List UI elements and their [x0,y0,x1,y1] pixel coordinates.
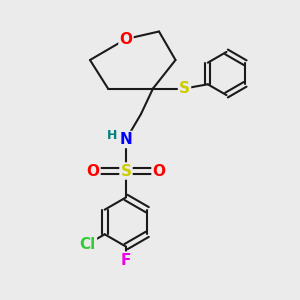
Text: F: F [121,253,131,268]
Text: O: O [86,164,100,178]
Text: S: S [121,164,131,178]
Text: N: N [120,132,132,147]
Text: S: S [179,81,190,96]
Text: O: O [152,164,166,178]
Text: Cl: Cl [80,236,96,251]
Text: H: H [106,129,117,142]
Text: O: O [119,32,133,46]
